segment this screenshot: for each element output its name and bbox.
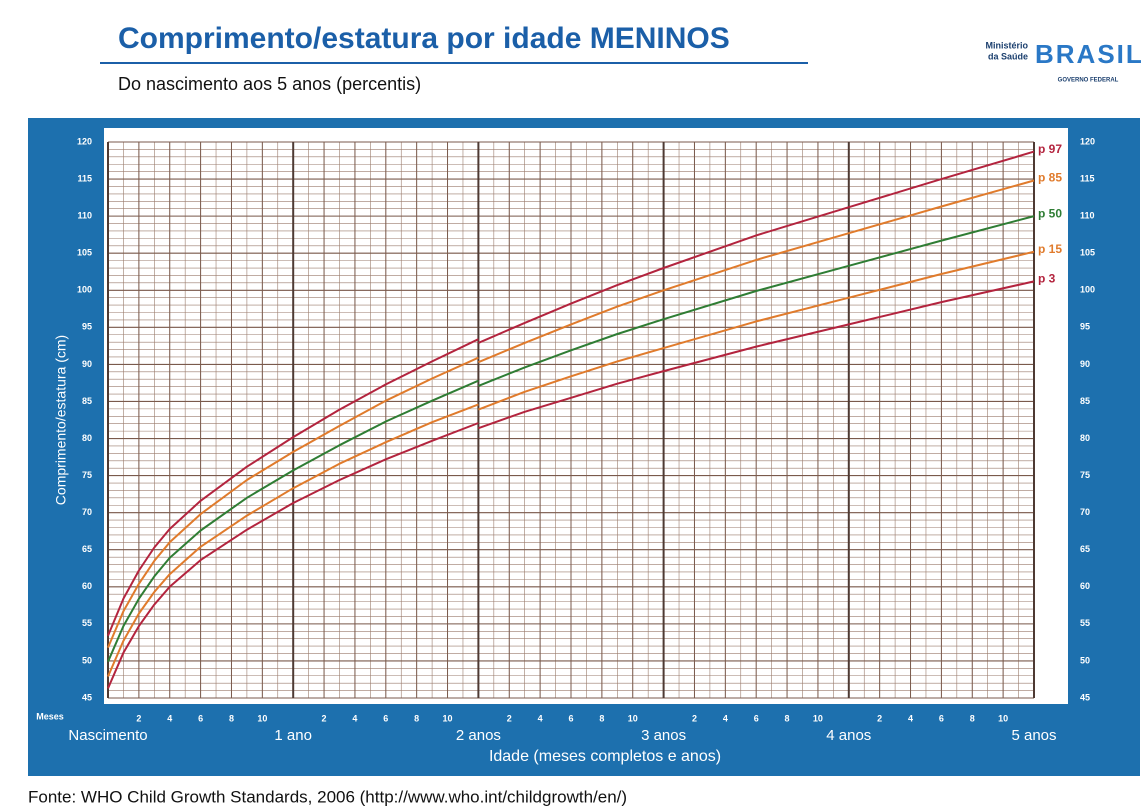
x-tick-label: 10 (628, 713, 638, 723)
x-axis-title: Idade (meses completos e anos) (489, 748, 721, 765)
x-tick-label: 6 (198, 713, 203, 723)
x-tick-label: 10 (443, 713, 453, 723)
x-tick-label: 10 (998, 713, 1008, 723)
logo-ministry: da Saúde (988, 51, 1028, 61)
chart-title: Comprimento/estatura por idade MENINOS (118, 22, 730, 55)
y-tick-label: 95 (1080, 322, 1090, 332)
x-tick-label: 8 (414, 713, 419, 723)
y-axis-title: Comprimento/estatura (cm) (53, 335, 69, 505)
source-note: Fonte: WHO Child Growth Standards, 2006 … (28, 787, 627, 806)
y-tick-label: 55 (82, 618, 92, 628)
x-tick-label: 4 (723, 713, 728, 723)
x-tick-label: 6 (383, 713, 388, 723)
percentile-line (107, 150, 1035, 637)
y-tick-label: 65 (1080, 544, 1090, 554)
logo: Ministério da Saúde BRASIL GOVERNO FEDER… (985, 39, 1144, 84)
logo-government: GOVERNO FEDERAL (1058, 78, 1119, 84)
percentile-line (107, 215, 1035, 663)
x-year-label: Nascimento (68, 727, 147, 744)
x-tick-label: 6 (754, 713, 759, 723)
y-tick-label: 85 (1080, 396, 1090, 406)
x-tick-label: 2 (507, 713, 512, 723)
y-tick-label: 110 (77, 211, 92, 221)
y-tick-label: 75 (1080, 470, 1090, 480)
logo-ministry: Ministério (985, 40, 1028, 50)
y-tick-label: 100 (1080, 285, 1095, 295)
percentile-line (107, 250, 1035, 677)
x-tick-label: 6 (568, 713, 573, 723)
x-tick-label: 2 (692, 713, 697, 723)
y-tick-label: 120 (1080, 136, 1095, 146)
series-label: p 3 (1038, 272, 1056, 286)
chart-subtitle: Do nascimento aos 5 anos (percentis) (118, 74, 421, 94)
x-tick-label: 2 (136, 713, 141, 723)
y-tick-label: 55 (1080, 618, 1090, 628)
y-tick-label: 50 (1080, 655, 1090, 665)
x-tick-label: 10 (813, 713, 823, 723)
x-tick-label: 6 (939, 713, 944, 723)
percentile-line (107, 179, 1035, 648)
y-tick-label: 60 (82, 581, 92, 591)
x-year-label: 2 anos (456, 727, 501, 744)
y-tick-label: 110 (1080, 211, 1095, 221)
y-tick-label: 90 (82, 359, 92, 369)
y-tick-label: 85 (82, 396, 92, 406)
x-tick-label: 4 (352, 713, 357, 723)
y-tick-label: 80 (1080, 433, 1090, 443)
y-tick-label: 75 (82, 470, 92, 480)
percentile-line (107, 280, 1035, 689)
x-tick-label: 2 (322, 713, 327, 723)
x-tick-label: 8 (970, 713, 975, 723)
x-year-label: 5 anos (1011, 727, 1056, 744)
y-tick-label: 120 (77, 136, 92, 146)
y-tick-label: 115 (1080, 173, 1095, 183)
y-tick-label: 45 (1080, 692, 1090, 702)
series-label: p 97 (1038, 142, 1062, 156)
x-year-label: 3 anos (641, 727, 686, 744)
series-label: p 85 (1038, 171, 1062, 185)
x-tick-label: 8 (785, 713, 790, 723)
x-tick-label: 10 (257, 713, 267, 723)
x-tick-label: 8 (599, 713, 604, 723)
series-label: p 15 (1038, 242, 1062, 256)
grid (107, 141, 1035, 699)
x-tick-label: 4 (908, 713, 913, 723)
y-tick-label: 90 (1080, 359, 1090, 369)
logo-brand: BRASIL (1035, 39, 1144, 69)
y-tick-label: 60 (1080, 581, 1090, 591)
plot: 45 45 50 50 55 55 60 60 65 65 70 70 75 75 80 80 85 85 90 90… (68, 136, 1095, 744)
y-tick-label: 65 (82, 544, 92, 554)
y-tick-label: 100 (77, 285, 92, 295)
y-tick-label: 70 (82, 507, 92, 517)
y-tick-label: 105 (77, 248, 92, 258)
y-tick-label: 95 (82, 322, 92, 332)
y-tick-label: 80 (82, 433, 92, 443)
y-tick-label: 50 (82, 655, 92, 665)
x-year-label: 4 anos (826, 727, 871, 744)
y-tick-label: 70 (1080, 507, 1090, 517)
y-tick-label: 115 (77, 173, 92, 183)
y-tick-label: 105 (1080, 248, 1095, 258)
series-label: p 50 (1038, 206, 1062, 220)
x-tick-label: 4 (167, 713, 172, 723)
x-year-label: 1 ano (274, 727, 312, 744)
y-tick-label: 45 (82, 692, 92, 702)
x-tick-label: 4 (538, 713, 543, 723)
x-unit-label: Meses (36, 711, 64, 721)
x-tick-label: 8 (229, 713, 234, 723)
x-tick-label: 2 (877, 713, 882, 723)
